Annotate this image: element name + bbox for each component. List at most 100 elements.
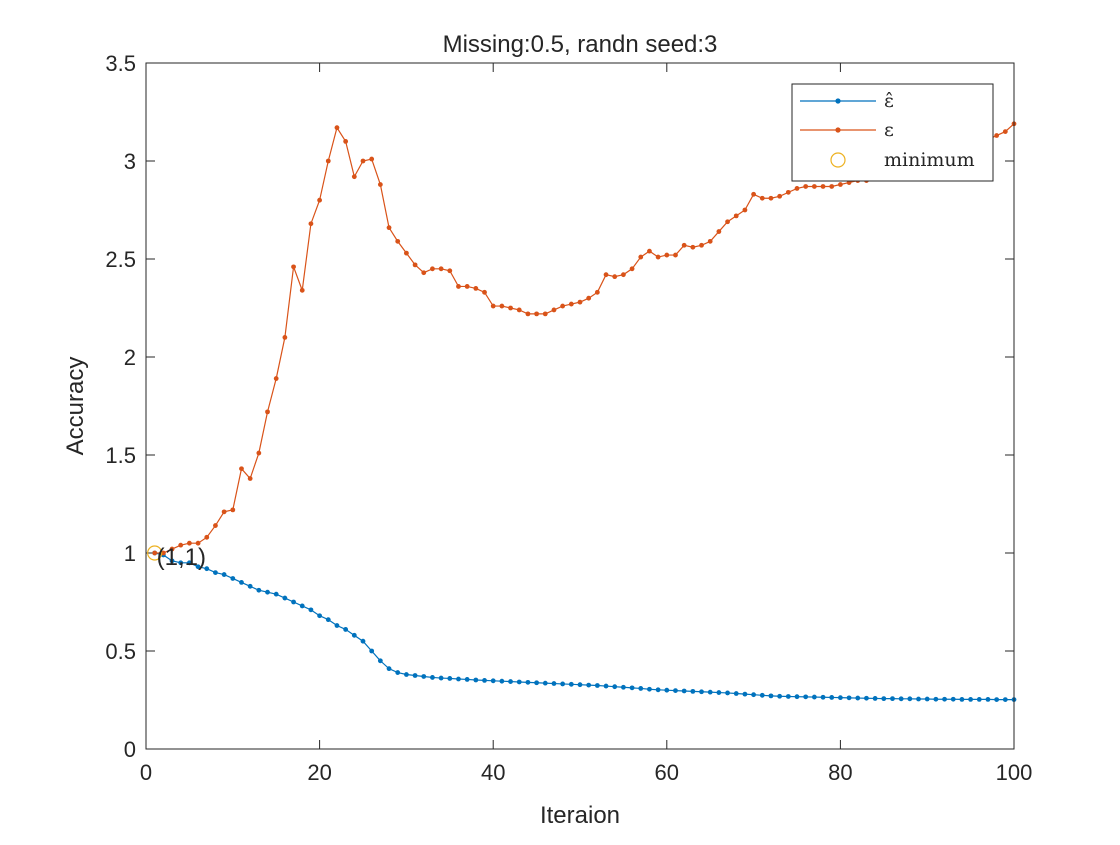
data-point (690, 688, 696, 694)
data-point (351, 632, 357, 638)
data-point (525, 311, 531, 317)
x-tick-label: 20 (307, 760, 331, 785)
data-point (195, 540, 201, 546)
data-point (325, 617, 331, 623)
data-point (386, 225, 392, 231)
data-point (916, 696, 921, 702)
x-axis-label: Iteraion (540, 802, 620, 829)
minimum-layer: (1,1) (147, 544, 206, 571)
data-point (803, 694, 809, 700)
plot-area-frame (145, 62, 1015, 750)
x-tick-labels: 0 20 40 60 80 100 (140, 760, 1032, 785)
data-point (759, 195, 765, 201)
data-point (968, 697, 973, 702)
x-tick-label: 100 (996, 760, 1033, 785)
data-point (811, 694, 817, 700)
data-point (699, 689, 704, 695)
data-point (551, 307, 557, 313)
data-point (898, 696, 904, 702)
data-point (638, 254, 644, 260)
data-point (412, 262, 418, 268)
data-point (516, 307, 522, 313)
data-point (829, 695, 835, 700)
data-point (959, 697, 965, 702)
data-point (594, 683, 600, 688)
data-point (855, 695, 861, 701)
data-point (195, 564, 201, 570)
data-point (768, 693, 774, 699)
x-tick-label: 60 (655, 760, 679, 785)
series-eps-hat (152, 550, 1017, 703)
data-point (664, 252, 670, 258)
legend-label-eps-hat: ε̂ (884, 90, 894, 112)
data-point (395, 670, 401, 675)
data-point (994, 697, 1000, 703)
data-point (360, 638, 366, 644)
data-point (950, 696, 956, 702)
data-point (603, 272, 609, 278)
data-point (464, 677, 470, 682)
legend: ε̂ ε minimum (791, 83, 994, 182)
data-point (178, 560, 184, 566)
data-point (308, 607, 314, 613)
data-point (872, 696, 878, 701)
data-point (221, 509, 227, 515)
data-point (707, 238, 713, 244)
data-point (785, 189, 791, 195)
data-point (213, 570, 218, 575)
data-point (152, 550, 158, 556)
data-point (325, 158, 331, 164)
data-point (299, 603, 305, 609)
data-point (525, 679, 531, 685)
data-point (577, 682, 583, 688)
data-point (430, 675, 435, 680)
data-point (230, 576, 236, 581)
data-point (247, 476, 253, 481)
data-point (707, 689, 713, 695)
x-tick-label: 0 (140, 760, 152, 785)
data-point (699, 242, 704, 248)
y-tick-label: 0.5 (105, 639, 136, 664)
data-point (447, 676, 453, 681)
data-point (994, 133, 1000, 138)
data-point (187, 540, 192, 546)
x-tick-label: 80 (828, 760, 852, 785)
data-point (1002, 697, 1008, 703)
data-point (551, 681, 557, 686)
data-point (725, 219, 730, 225)
data-point (299, 287, 305, 293)
data-point (456, 284, 461, 289)
data-point (664, 687, 670, 693)
data-point (430, 266, 435, 272)
data-point (681, 242, 687, 248)
data-point (924, 696, 930, 702)
legend-label-eps: ε (884, 119, 894, 141)
data-point (864, 695, 869, 701)
data-point (273, 591, 279, 597)
data-point (343, 627, 349, 632)
data-point (785, 694, 791, 699)
data-point (404, 672, 409, 677)
data-point (907, 696, 913, 702)
data-point (421, 270, 427, 276)
minimum-label: (1,1) (157, 544, 206, 571)
data-point (577, 299, 583, 305)
data-point (204, 566, 210, 572)
data-point (369, 648, 375, 654)
y-tick-label: 2.5 (105, 247, 136, 272)
data-point (395, 238, 401, 244)
data-point (169, 558, 175, 564)
data-point (976, 697, 982, 702)
data-point (881, 696, 887, 702)
data-point (751, 692, 756, 698)
data-point (733, 691, 739, 696)
data-point (282, 595, 288, 601)
data-point (213, 523, 218, 528)
y-tick-label: 3.5 (105, 51, 136, 76)
data-point (412, 673, 418, 678)
data-point (811, 184, 817, 189)
data-point (239, 580, 244, 585)
data-point (768, 195, 774, 201)
y-tick-label: 2 (124, 345, 136, 370)
data-point (239, 466, 244, 472)
